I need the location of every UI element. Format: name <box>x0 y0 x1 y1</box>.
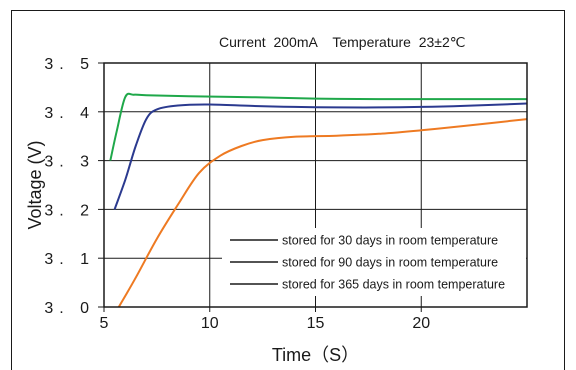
series-line-2 <box>113 102 528 210</box>
x-axis-ticks: 5 10 15 20 <box>100 307 430 332</box>
legend-label-1: stored for 30 days in room temperature <box>282 234 498 248</box>
x-axis-label: Time（S） <box>272 345 359 365</box>
legend-label-3: stored for 365 days in room temperature <box>282 278 505 292</box>
x-tick-label: 10 <box>201 315 219 332</box>
series-lines <box>109 92 528 308</box>
x-tick-label: 15 <box>307 315 325 332</box>
series-line-1 <box>109 92 527 161</box>
series-line-3 <box>117 118 528 308</box>
x-tick-label: 5 <box>100 315 109 332</box>
frame-left-line <box>11 10 12 370</box>
frame-top-line <box>11 10 565 11</box>
chart-title: Current 200mA Temperature 23±2℃ <box>219 34 466 50</box>
y-axis-ticks: 3. 0 3. 1 3. 2 3. 3 3. 4 3. 5 <box>44 56 104 317</box>
y-tick-label: 3. 4 <box>44 105 95 122</box>
legend-label-2: stored for 90 days in room temperature <box>282 256 498 270</box>
y-tick-label: 3. 0 <box>44 300 95 317</box>
y-tick-label: 3. 2 <box>44 202 95 219</box>
y-tick-label: 3. 5 <box>44 56 95 73</box>
y-tick-label: 3. 3 <box>44 154 95 171</box>
legend: stored for 30 days in room temperature st… <box>230 234 505 292</box>
x-tick-label: 20 <box>412 315 430 332</box>
y-axis-label: Voltage (V) <box>25 140 45 229</box>
y-tick-label: 3. 1 <box>44 251 95 268</box>
frame-right-line <box>564 10 565 370</box>
